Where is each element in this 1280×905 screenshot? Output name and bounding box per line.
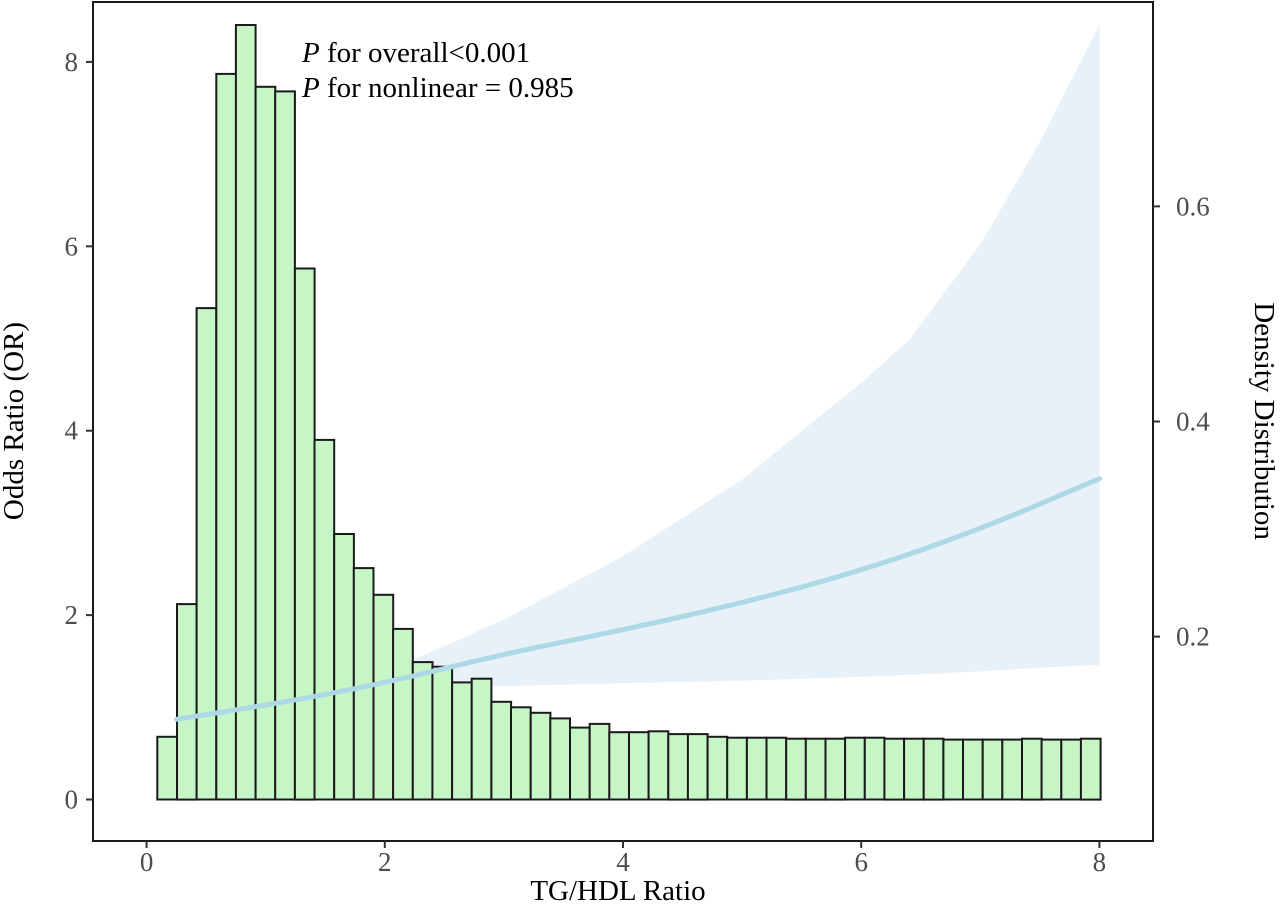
histogram-bar: [274, 90, 296, 801]
y2-tick-label: 0.2: [1176, 622, 1210, 652]
histogram-bar: [529, 711, 552, 801]
x-tick-label: 8: [1093, 847, 1107, 877]
histogram-bar: [962, 738, 984, 801]
histogram-bar: [1060, 738, 1083, 801]
x-tick-label: 2: [378, 847, 392, 877]
y-axis-ticks: 0 2 4 6 8: [65, 47, 93, 815]
histogram-bar: [588, 722, 611, 801]
histogram-bar: [313, 438, 336, 801]
y-tick-label: 0: [65, 785, 79, 815]
annotation-overall-italic: P: [301, 37, 320, 69]
x-tick-label: 0: [140, 847, 154, 877]
histogram-bar: [903, 737, 925, 801]
histogram-bar: [863, 736, 886, 801]
histogram-bar: [1079, 737, 1102, 801]
y2-axis-ticks: 0.2 0.4 0.6: [1153, 191, 1210, 652]
y-tick-label: 8: [65, 47, 79, 77]
y-tick-label: 6: [65, 231, 79, 261]
histogram-bar: [745, 736, 768, 801]
histogram-bar: [431, 665, 454, 801]
annotation-overall-text: for overall<0.001: [320, 37, 530, 69]
histogram-bar: [1001, 738, 1023, 801]
confidence-band-layer: [176, 25, 1100, 735]
annotation-nonlinear-italic: P: [301, 72, 320, 104]
annotation-nonlinear: P for nonlinear = 0.985: [301, 72, 574, 104]
annotation-nonlinear-text: for nonlinear = 0.985: [320, 72, 574, 104]
histogram-bar: [844, 736, 866, 801]
annotation-overall: P for overall<0.001: [301, 37, 530, 69]
histogram-bar: [470, 677, 493, 801]
histogram-bar: [785, 737, 807, 801]
y-axis-title: Odds Ratio (OR): [0, 322, 30, 520]
histogram-bar: [411, 661, 434, 801]
histogram-bar: [549, 717, 571, 801]
y2-tick-label: 0.4: [1176, 407, 1210, 437]
histogram-bar: [569, 726, 591, 801]
y-tick-label: 4: [65, 416, 79, 446]
x-axis-ticks: 0 2 4 6 8: [140, 841, 1106, 877]
x-tick-label: 4: [616, 847, 630, 877]
histogram-bar: [234, 24, 257, 801]
histogram-bar: [824, 737, 847, 801]
y2-tick-label: 0.6: [1176, 191, 1210, 221]
histogram-bar: [215, 72, 238, 801]
histogram-bar: [195, 307, 218, 801]
histogram-bar: [156, 735, 179, 801]
confidence-band: [176, 25, 1100, 735]
histogram-bar: [922, 737, 945, 801]
y2-axis-title: Density Distribution: [1248, 302, 1280, 540]
histogram-bar: [883, 737, 906, 801]
histogram-bar: [608, 731, 630, 801]
y-tick-label: 2: [65, 600, 79, 630]
histogram-bar: [765, 736, 788, 801]
histogram-bar: [451, 681, 473, 801]
histogram-bar: [667, 733, 689, 801]
histogram-bar: [686, 733, 709, 801]
histogram-bar: [293, 267, 316, 801]
histogram-bar: [1040, 738, 1063, 801]
histogram-bar: [647, 730, 670, 801]
histogram-bar: [706, 735, 729, 801]
histogram-bar: [510, 706, 532, 801]
x-tick-label: 6: [854, 847, 868, 877]
histogram-bar: [628, 731, 650, 801]
histogram-bar: [176, 603, 198, 801]
histogram-bar: [254, 85, 277, 801]
histogram-layer: [156, 24, 1102, 801]
histogram-bar: [1021, 737, 1043, 801]
histogram-bar: [981, 738, 1004, 801]
or-curve: [173, 476, 1102, 722]
histogram-bar: [726, 736, 748, 801]
histogram-bar: [490, 700, 513, 801]
histogram-bar: [942, 738, 965, 801]
histogram-bar: [333, 533, 355, 801]
x-axis-title: TG/HDL Ratio: [530, 875, 705, 905]
or-curve-layer: [173, 476, 1102, 722]
histogram-bar: [392, 627, 414, 801]
histogram-bar: [372, 593, 395, 801]
histogram-bar: [804, 737, 827, 801]
